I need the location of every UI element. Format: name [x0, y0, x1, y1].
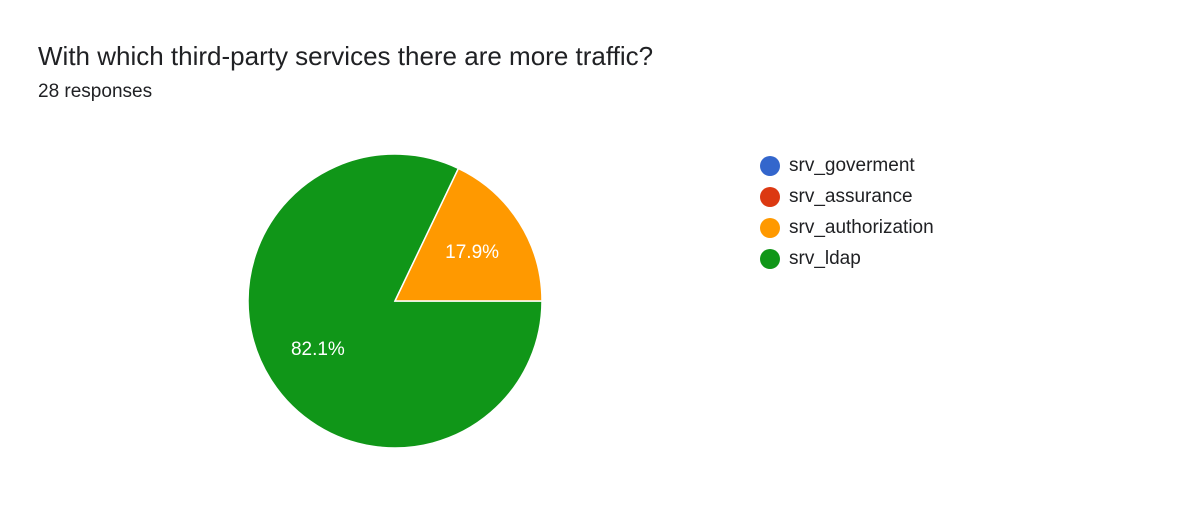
legend-swatch-srv-ldap — [760, 248, 780, 269]
chart-legend: srv_goverment srv_assurance srv_authoriz… — [760, 150, 1180, 274]
legend-swatch-srv-authorization — [760, 217, 780, 238]
pie-label-srv-ldap: 82.1% — [291, 339, 345, 360]
response-count: 28 responses — [38, 81, 153, 102]
pie-slice-srv-authorization[interactable] — [393, 167, 543, 302]
pie-label-srv-authorization: 17.9% — [445, 242, 499, 263]
legend-label-srv-assurance: srv_assurance — [789, 185, 913, 207]
legend-label-srv-goverment: srv_goverment — [789, 154, 915, 176]
legend-swatch-srv-goverment — [760, 155, 780, 176]
legend-label-srv-ldap: srv_ldap — [789, 247, 861, 269]
chart-title: With which third-party services there ar… — [38, 41, 654, 71]
legend-item-srv-goverment[interactable]: srv_goverment — [760, 150, 1180, 181]
legend-swatch-srv-assurance — [760, 186, 780, 207]
legend-item-srv-authorization[interactable]: srv_authorization — [760, 212, 1180, 243]
legend-item-srv-ldap[interactable]: srv_ldap — [760, 243, 1180, 274]
legend-item-srv-assurance[interactable]: srv_assurance — [760, 181, 1180, 212]
legend-label-srv-authorization: srv_authorization — [789, 216, 934, 238]
